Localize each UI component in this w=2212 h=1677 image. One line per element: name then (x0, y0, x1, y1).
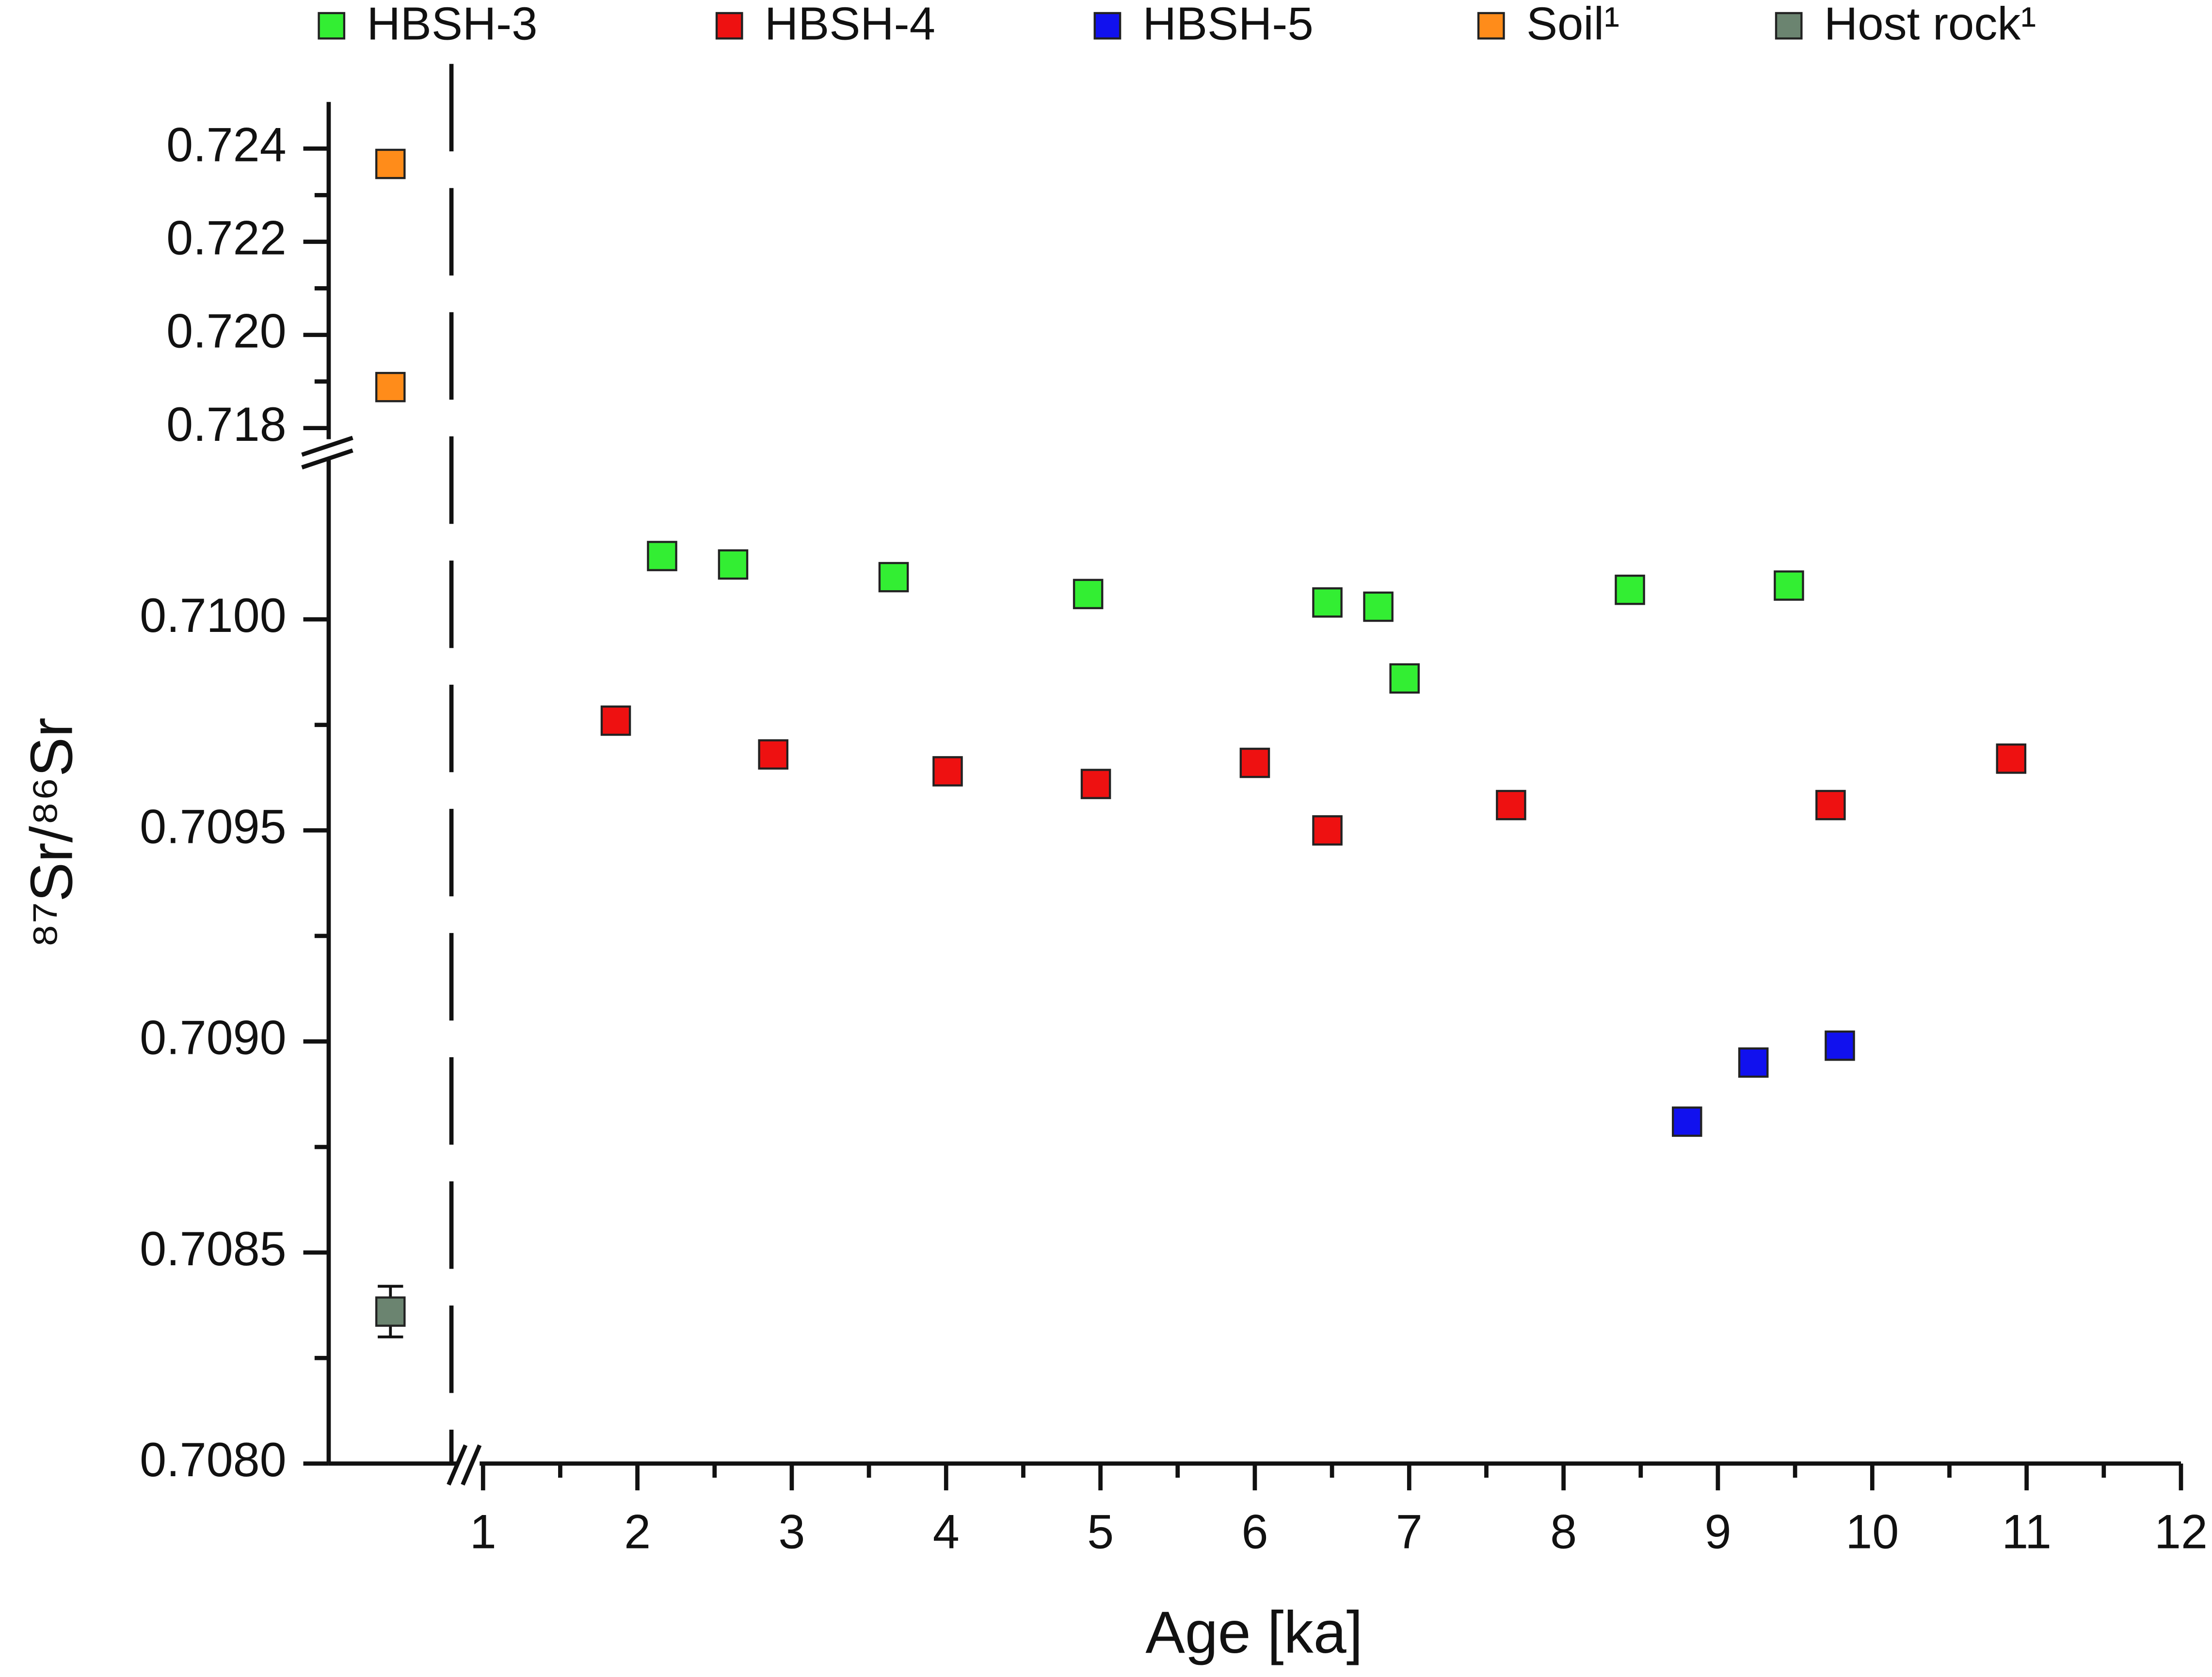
legend-label: HBSH-4 (765, 0, 935, 49)
y-tick-label: 0.7095 (140, 799, 287, 853)
point (647, 541, 677, 571)
point (600, 705, 631, 736)
point (1312, 815, 1343, 846)
y-tick-label: 0.718 (166, 397, 287, 451)
point (1073, 579, 1104, 610)
x-break (461, 1444, 482, 1486)
point (375, 1296, 406, 1327)
y-axis-title: ⁸⁷Sr/⁸⁶Sr (18, 717, 85, 948)
legend-label: Soil¹ (1526, 0, 1619, 49)
x-tick-label: 8 (1550, 1504, 1577, 1558)
x-tick-label: 3 (778, 1504, 805, 1558)
y-tick-label: 0.720 (166, 304, 287, 358)
legend-label: Host rock¹ (1824, 0, 2036, 49)
point (1496, 790, 1526, 821)
legend-swatch (715, 12, 743, 40)
point (1363, 591, 1394, 622)
point (1774, 570, 1804, 601)
legend-label: HBSH-3 (367, 0, 537, 49)
x-tick-label: 1 (470, 1504, 497, 1558)
y-break (301, 435, 353, 457)
y-tick-label: 0.7090 (140, 1011, 287, 1064)
x-tick-label: 9 (1704, 1504, 1731, 1558)
x-axis-title: Age [ka] (1145, 1599, 1362, 1665)
point (758, 739, 788, 770)
x-tick-label: 7 (1396, 1504, 1423, 1558)
legend-swatch (318, 12, 346, 40)
point (375, 148, 406, 179)
point (1080, 769, 1111, 799)
point (375, 371, 406, 403)
legend-swatch (1775, 12, 1803, 40)
x-tick-label: 2 (624, 1504, 651, 1558)
y-tick-label: 0.722 (166, 211, 287, 265)
legend-swatch (1477, 12, 1505, 40)
y-break (301, 448, 353, 469)
legend-swatch (1093, 12, 1122, 40)
x-tick-label: 5 (1087, 1504, 1114, 1558)
point (1239, 747, 1270, 778)
point (1389, 663, 1420, 694)
point (1825, 1030, 1855, 1061)
point (1815, 790, 1846, 821)
point (1312, 587, 1343, 618)
y-tick-label: 0.724 (166, 117, 287, 171)
point (932, 756, 963, 787)
point (878, 562, 909, 593)
point (1738, 1047, 1769, 1078)
x-tick-label: 4 (933, 1504, 960, 1558)
x-tick-label: 12 (2154, 1504, 2208, 1558)
y-tick-label: 0.7080 (140, 1433, 287, 1486)
point (1672, 1106, 1702, 1137)
legend-label: HBSH-5 (1143, 0, 1314, 49)
x-break (447, 1444, 468, 1486)
point (1996, 743, 2027, 774)
y-tick-label: 0.7100 (140, 588, 287, 642)
y-tick-label: 0.7085 (140, 1222, 287, 1275)
x-tick-label: 11 (2002, 1504, 2052, 1558)
x-tick-label: 10 (1845, 1504, 1899, 1558)
x-tick-label: 6 (1241, 1504, 1268, 1558)
point (718, 549, 749, 580)
point (1615, 574, 1645, 605)
